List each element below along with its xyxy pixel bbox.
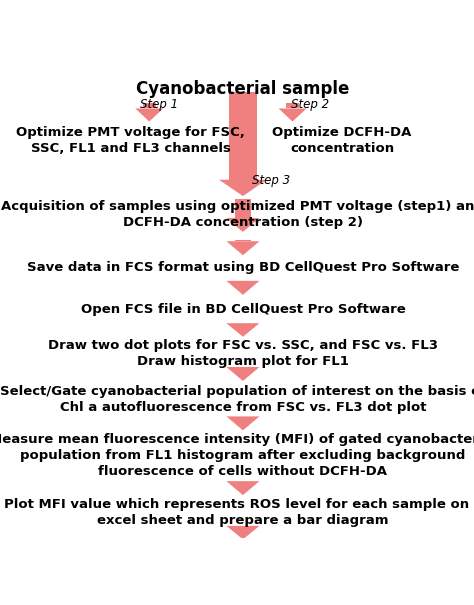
Polygon shape bbox=[286, 103, 299, 108]
Polygon shape bbox=[279, 108, 307, 122]
Text: Step 1: Step 1 bbox=[140, 98, 178, 111]
Polygon shape bbox=[227, 241, 259, 255]
Polygon shape bbox=[227, 481, 259, 495]
Polygon shape bbox=[229, 92, 257, 180]
Polygon shape bbox=[227, 367, 259, 381]
Polygon shape bbox=[227, 218, 259, 232]
Polygon shape bbox=[135, 108, 163, 122]
Text: Select/Gate cyanobacterial population of interest on the basis of
Chl a autofluo: Select/Gate cyanobacterial population of… bbox=[0, 385, 474, 414]
Text: Optimize PMT voltage for FSC,
SSC, FL1 and FL3 channels: Optimize PMT voltage for FSC, SSC, FL1 a… bbox=[17, 126, 246, 155]
Polygon shape bbox=[219, 180, 267, 196]
Polygon shape bbox=[227, 526, 259, 540]
Text: Open FCS file in BD CellQuest Pro Software: Open FCS file in BD CellQuest Pro Softwa… bbox=[81, 302, 405, 316]
Text: Cyanobacterial sample: Cyanobacterial sample bbox=[136, 80, 350, 98]
Polygon shape bbox=[227, 323, 259, 337]
Text: Step 3: Step 3 bbox=[252, 174, 290, 187]
Text: Save data in FCS format using BD CellQuest Pro Software: Save data in FCS format using BD CellQue… bbox=[27, 261, 459, 274]
Text: Measure mean fluorescence intensity (MFI) of gated cyanobacterial
population fro: Measure mean fluorescence intensity (MFI… bbox=[0, 433, 474, 478]
Polygon shape bbox=[227, 281, 259, 295]
Text: Step 2: Step 2 bbox=[291, 98, 329, 111]
Text: Plot MFI value which represents ROS level for each sample on a
excel sheet and p: Plot MFI value which represents ROS leve… bbox=[3, 499, 474, 528]
Polygon shape bbox=[235, 240, 251, 241]
Text: Draw two dot plots for FSC vs. SSC, and FSC vs. FL3
Draw histogram plot for FL1: Draw two dot plots for FSC vs. SSC, and … bbox=[48, 339, 438, 368]
Polygon shape bbox=[143, 103, 156, 108]
Polygon shape bbox=[235, 199, 251, 218]
Text: Optimize DCFH-DA
concentration: Optimize DCFH-DA concentration bbox=[273, 126, 412, 155]
Polygon shape bbox=[227, 416, 259, 430]
Text: Acquisition of samples using optimized PMT voltage (step1) and
DCFH-DA concentra: Acquisition of samples using optimized P… bbox=[1, 200, 474, 229]
